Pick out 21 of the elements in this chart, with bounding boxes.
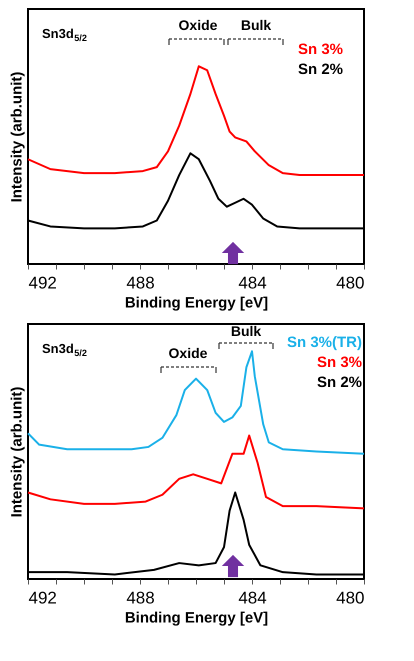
x-tick-label: 492 bbox=[28, 274, 57, 292]
text: Oxide bbox=[178, 17, 218, 33]
annotation: Oxide bbox=[168, 345, 208, 361]
text: Sn 3%(TR) bbox=[287, 334, 362, 351]
text: Bulk bbox=[240, 17, 272, 33]
x-tick-label: 484 bbox=[238, 274, 267, 292]
text: Sn 2% bbox=[298, 61, 343, 78]
text: Bulk bbox=[230, 323, 262, 339]
text: Sn 3% bbox=[298, 41, 343, 58]
x-axis-title: Binding Energy [eV] bbox=[124, 294, 268, 312]
text: Sn 2% bbox=[316, 374, 362, 391]
x-tick-label: 480 bbox=[336, 274, 364, 292]
x-tick-label: 488 bbox=[126, 588, 155, 608]
x-tick-label: 484 bbox=[238, 588, 267, 608]
y-axis-title: Intensity (arb.unit) bbox=[8, 386, 26, 518]
text: Sn 3% bbox=[316, 354, 362, 371]
y-axis-title: Intensity (arb.unit) bbox=[8, 72, 26, 202]
x-tick-label: 492 bbox=[28, 588, 57, 608]
x-tick-label: 488 bbox=[126, 274, 155, 292]
x-tick-label: 480 bbox=[336, 588, 364, 608]
x-axis-title: Binding Energy [eV] bbox=[124, 610, 268, 626]
